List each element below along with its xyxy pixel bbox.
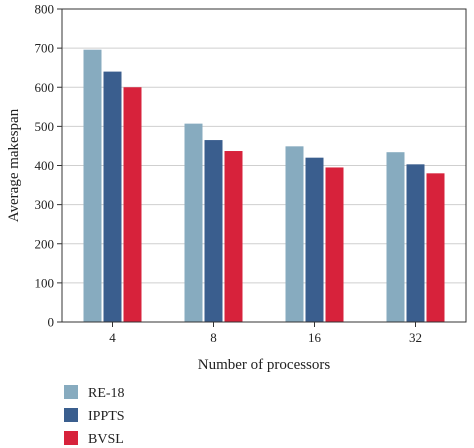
legend-swatch (64, 385, 78, 399)
y-tick-label: 400 (35, 158, 55, 173)
y-axis-title: Average makespan (6, 108, 22, 222)
y-tick-label: 300 (35, 197, 55, 212)
y-tick-label: 200 (35, 236, 55, 251)
y-tick-label: 800 (35, 2, 55, 17)
bar-bvsl-32 (426, 173, 445, 322)
bar-re-18-16 (285, 146, 304, 322)
bar-ippts-32 (406, 164, 425, 322)
legend-label: IPPTS (88, 409, 125, 424)
bar-ippts-8 (204, 140, 223, 322)
x-tick-label: 32 (409, 330, 422, 345)
legend: RE-18 IPPTS BVSL (64, 385, 125, 447)
y-tick-label: 500 (35, 119, 55, 134)
y-tick-label: 0 (48, 315, 55, 330)
y-tick-label: 600 (35, 80, 55, 95)
x-axis-ticks: 4 8 16 32 (109, 322, 422, 345)
legend-swatch (64, 431, 78, 445)
legend-label: BVSL (88, 432, 124, 447)
bar-re-18-4 (83, 49, 102, 322)
bar-ippts-16 (305, 157, 324, 322)
bar-bvsl-8 (224, 151, 243, 322)
x-tick-label: 8 (210, 330, 217, 345)
bar-bvsl-4 (123, 87, 142, 322)
legend-label: RE-18 (88, 386, 125, 401)
bar-bvsl-16 (325, 167, 344, 322)
bar-re-18-32 (386, 152, 405, 322)
y-tick-label: 700 (35, 41, 55, 56)
legend-swatch (64, 408, 78, 422)
bar-ippts-4 (103, 71, 122, 322)
y-axis-ticks: 0 100 200 300 400 500 600 700 800 (35, 2, 62, 330)
x-tick-label: 16 (308, 330, 322, 345)
x-tick-label: 4 (109, 330, 116, 345)
x-axis-title: Number of processors (198, 357, 331, 373)
bar-re-18-8 (184, 123, 203, 322)
bars (83, 49, 445, 322)
y-tick-label: 100 (35, 275, 55, 290)
